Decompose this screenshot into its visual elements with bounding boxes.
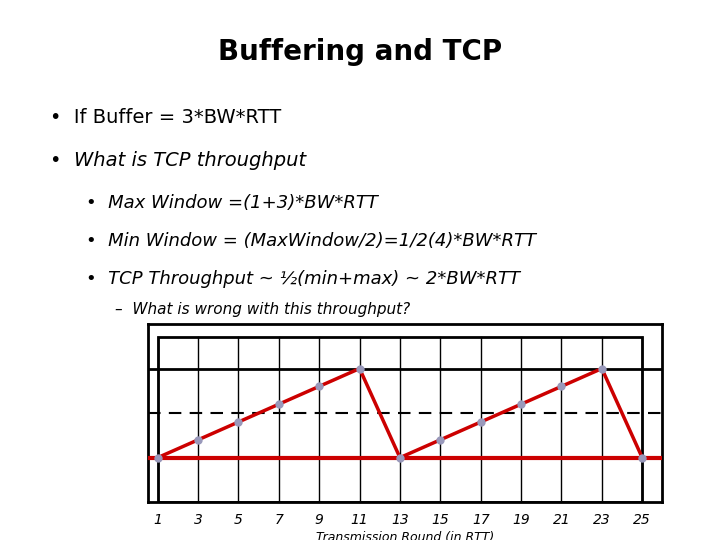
Point [313,382,325,391]
Text: •  Max Window =(1+3)*BW*RTT: • Max Window =(1+3)*BW*RTT [86,194,378,212]
Text: •  Min Window = (MaxWindow/2)=1/2(4)*BW*RTT: • Min Window = (MaxWindow/2)=1/2(4)*BW*R… [86,232,536,250]
Point [354,364,365,373]
X-axis label: Transmission Round (in RTT): Transmission Round (in RTT) [316,531,494,540]
Point [394,454,405,462]
Point [152,454,163,462]
Text: Buffering and TCP: Buffering and TCP [218,38,502,66]
Point [556,382,567,391]
Text: •  If Buffer = 3*BW*RTT: • If Buffer = 3*BW*RTT [50,108,282,127]
Point [596,364,608,373]
Text: –  What is wrong with this throughput?: – What is wrong with this throughput? [115,302,410,318]
Text: •  What is TCP throughput: • What is TCP throughput [50,151,307,170]
Point [636,454,648,462]
Point [192,435,204,444]
Point [233,418,244,427]
Text: •  TCP Throughput ~ ½(min+max) ~ 2*BW*RTT: • TCP Throughput ~ ½(min+max) ~ 2*BW*RTT [86,270,521,288]
Point [435,435,446,444]
Point [516,400,527,408]
Point [475,418,487,427]
Point [273,400,284,408]
